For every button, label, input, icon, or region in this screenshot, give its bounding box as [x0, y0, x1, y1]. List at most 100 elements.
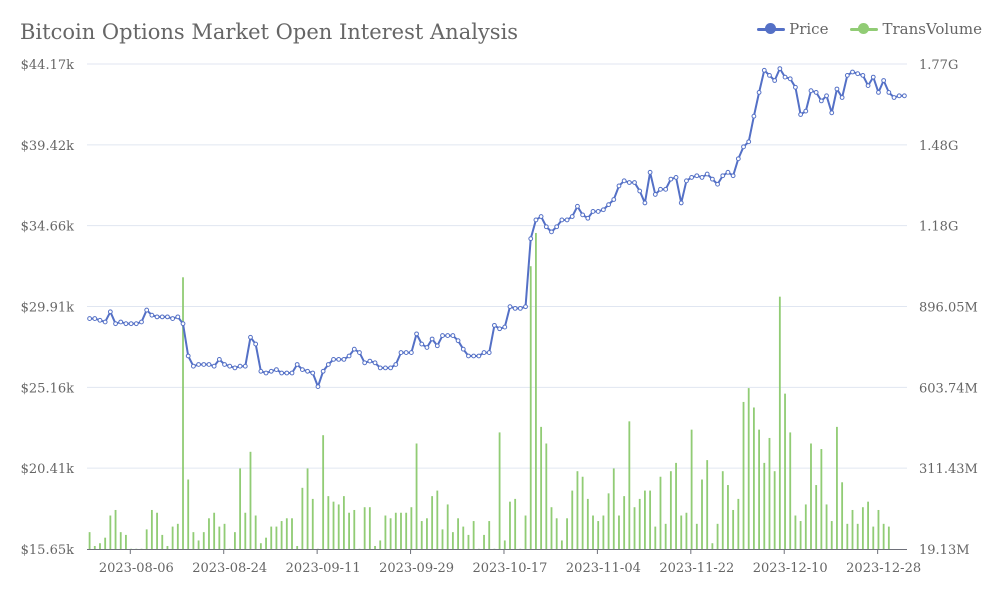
volume-bar	[394, 512, 397, 549]
price-point	[694, 173, 700, 179]
x-tick-label: 2023-08-06	[99, 561, 174, 576]
price-point	[497, 326, 502, 332]
x-tick-label: 2023-09-11	[286, 561, 361, 576]
price-point	[829, 110, 835, 116]
price-point	[735, 156, 741, 162]
price-point	[839, 95, 845, 100]
volume-bar	[602, 515, 605, 549]
price-point	[294, 362, 300, 367]
price-point	[383, 365, 388, 371]
price-point	[455, 338, 461, 344]
price-point	[206, 362, 212, 367]
volume-bar	[675, 462, 677, 549]
volume-bar	[88, 532, 91, 549]
volume-bar	[400, 512, 402, 549]
volume-bar	[566, 518, 568, 549]
price-point	[92, 316, 98, 321]
price-point	[424, 345, 430, 350]
volume-bar	[384, 515, 387, 549]
price-point	[279, 370, 285, 376]
price-point	[414, 331, 419, 337]
x-tick-label: 2023-11-04	[566, 561, 641, 576]
volume-bar	[451, 532, 454, 549]
price-point	[709, 176, 715, 182]
volume-bar	[410, 507, 413, 549]
volume-bar	[291, 518, 293, 549]
volume-bar	[483, 534, 485, 549]
price-point	[97, 317, 103, 323]
price-point	[367, 358, 373, 364]
volume-bar	[441, 529, 444, 549]
legend-item-transvolume[interactable]: TransVolume	[850, 20, 982, 38]
y-right-tick-label: 311.43M	[919, 462, 978, 477]
y-left-tick-label: $44.17k	[21, 58, 74, 73]
price-point	[201, 362, 207, 367]
price-point	[149, 312, 155, 318]
volume-bar	[374, 545, 376, 549]
volume-bar	[836, 426, 838, 549]
price-point	[585, 215, 591, 221]
volume-bar	[716, 523, 719, 549]
price-point	[128, 321, 134, 327]
price-point	[159, 314, 165, 320]
price-point	[289, 370, 295, 376]
volume-bar	[581, 476, 584, 549]
volume-bar	[727, 485, 729, 549]
volume-bar	[353, 509, 356, 549]
volume-bar	[810, 443, 812, 549]
volume-bar	[296, 545, 299, 549]
volume-bar	[301, 487, 304, 549]
price-point	[154, 314, 160, 320]
x-tick-label: 2023-12-10	[753, 561, 828, 576]
price-point	[787, 76, 793, 82]
volume-bar	[420, 521, 423, 549]
price-point	[512, 305, 518, 311]
volume-bar	[259, 543, 262, 549]
volume-bar	[415, 443, 418, 549]
volume-bar	[389, 518, 392, 549]
volume-bar	[187, 479, 190, 549]
price-point	[476, 353, 482, 359]
price-point	[450, 333, 456, 338]
price-point	[481, 350, 487, 355]
price-point	[102, 319, 108, 325]
price-point	[632, 180, 637, 185]
volume-bar	[213, 512, 216, 549]
volume-bar	[695, 523, 698, 549]
volume-bar	[784, 393, 786, 549]
price-line-dot-icon	[757, 21, 786, 37]
volume-bar	[280, 521, 283, 549]
price-point	[772, 78, 778, 83]
price-point	[798, 112, 804, 117]
volume-bar	[773, 471, 776, 549]
price-point	[720, 173, 726, 179]
price-point	[165, 314, 170, 320]
legend-item-price[interactable]: Price	[757, 20, 828, 38]
price-point	[460, 346, 466, 352]
price-point	[486, 350, 492, 355]
price-point	[684, 178, 689, 184]
volume-bar	[176, 523, 179, 549]
volume-bar	[742, 401, 745, 549]
price-point	[725, 169, 731, 175]
price-point	[746, 139, 752, 145]
price-point	[190, 363, 196, 369]
price-point	[107, 309, 113, 315]
price-point	[377, 365, 383, 371]
y-right-tick-label: 1.18G	[919, 220, 958, 235]
price-point	[808, 88, 814, 94]
price-point	[320, 368, 326, 374]
price-point	[580, 212, 586, 218]
price-point	[372, 360, 378, 366]
volume-bar	[586, 498, 589, 549]
price-point	[170, 316, 176, 321]
price-point	[258, 368, 264, 374]
y-left-tick-label: $34.66k	[21, 220, 74, 235]
volume-bar	[150, 509, 153, 549]
volume-bar	[623, 496, 626, 549]
volume-bar	[820, 449, 823, 549]
price-point	[803, 108, 809, 114]
volume-bar	[379, 540, 382, 549]
volume-bar	[560, 540, 563, 549]
price-point	[865, 83, 871, 88]
